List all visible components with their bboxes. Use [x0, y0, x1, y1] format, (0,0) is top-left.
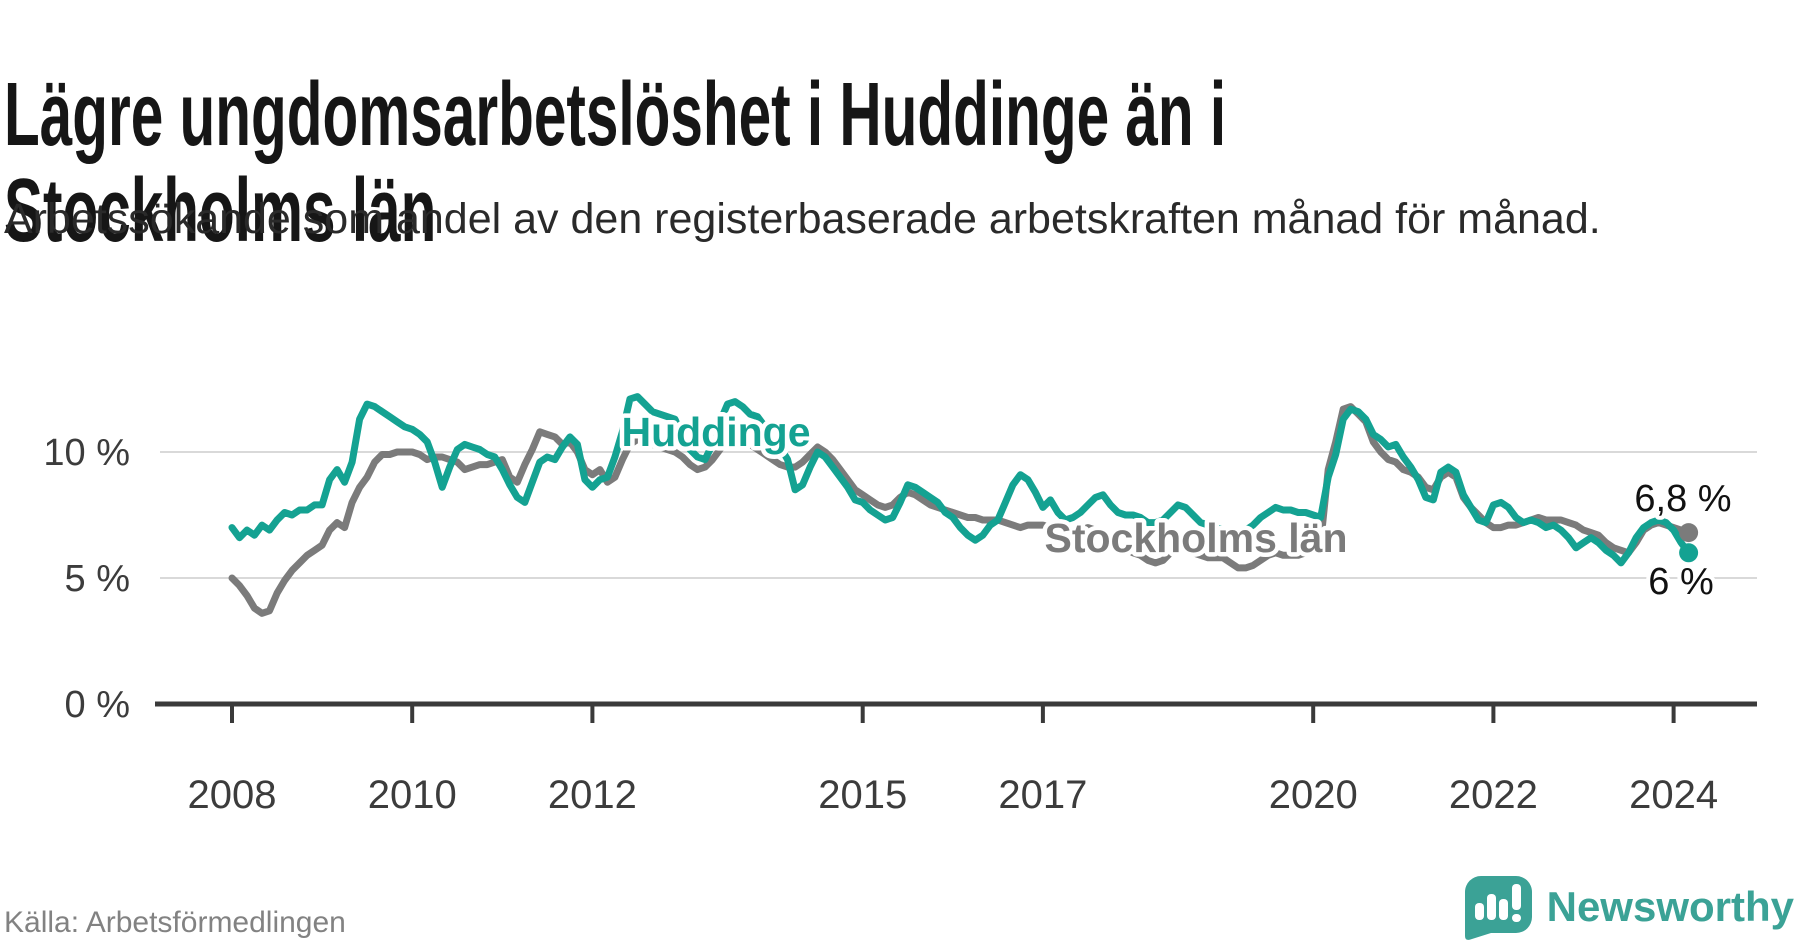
x-tick-label: 2010 [368, 773, 457, 817]
y-tick-label: 5 % [65, 558, 130, 600]
x-tick-label: 2015 [818, 773, 907, 817]
x-tick-label: 2022 [1449, 773, 1538, 817]
stockholm-end-dot [1679, 523, 1699, 543]
newsworthy-logo: Newsworthy [1463, 872, 1794, 942]
logo-wordmark: Newsworthy [1546, 883, 1794, 930]
x-tick-label: 2008 [188, 773, 277, 817]
huddinge-line [228, 393, 1693, 567]
bar-chart-glyph [1474, 884, 1521, 922]
x-tick-label: 2020 [1269, 773, 1358, 817]
stockholm-end-value-label: 6,8 % [1634, 478, 1731, 520]
y-tick-label: 10 % [43, 432, 130, 474]
stockholm-series-label: Stockholms län [1044, 515, 1347, 561]
exclamation-icon [1511, 884, 1521, 910]
huddinge-series-label: Huddinge [621, 409, 810, 455]
y-tick-label: 0 % [65, 684, 130, 726]
stockholm-line [228, 403, 1693, 617]
x-tick-label: 2024 [1629, 773, 1718, 817]
newsworthy-logo-icon [1464, 876, 1532, 940]
huddinge-end-dot [1679, 543, 1699, 563]
x-tick-label: 2017 [998, 773, 1087, 817]
huddinge-end-value-label: 6 % [1648, 561, 1713, 603]
chart-subtitle: Arbetssökande som andel av den registerb… [4, 195, 1601, 243]
page-title: Lägre ungdomsarbetslöshet i Huddinge än … [4, 65, 1227, 262]
x-tick-label: 2012 [548, 773, 637, 817]
source-note: Källa: Arbetsförmedlingen [4, 906, 346, 939]
